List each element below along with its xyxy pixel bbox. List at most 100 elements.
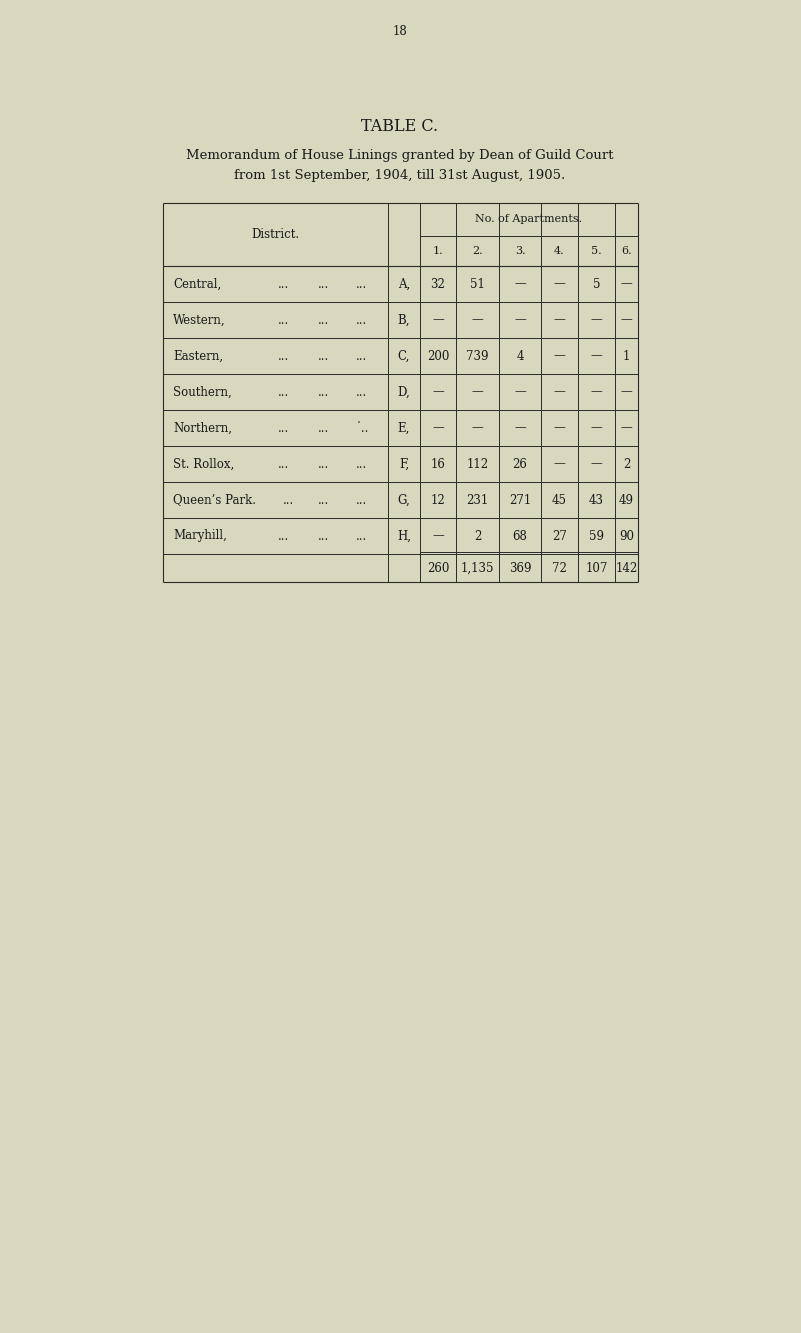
Text: from 1st September, 1904, till 31st August, 1905.: from 1st September, 1904, till 31st Augu…	[235, 169, 566, 183]
Text: —: —	[514, 421, 526, 435]
Text: H,: H,	[397, 529, 411, 543]
Text: ...: ...	[318, 277, 329, 291]
Text: ...: ...	[318, 349, 329, 363]
Text: —: —	[621, 313, 632, 327]
Text: —: —	[621, 277, 632, 291]
Text: —: —	[432, 385, 444, 399]
Text: 5: 5	[593, 277, 600, 291]
Text: —: —	[553, 313, 566, 327]
Text: —: —	[553, 421, 566, 435]
Text: —: —	[514, 277, 526, 291]
Text: 6.: 6.	[622, 247, 632, 256]
Text: 72: 72	[552, 561, 567, 575]
Text: —: —	[514, 385, 526, 399]
Text: 4: 4	[517, 349, 524, 363]
Text: B,: B,	[398, 313, 410, 327]
Text: D,: D,	[397, 385, 410, 399]
Text: ...: ...	[278, 385, 289, 399]
Text: —: —	[590, 385, 602, 399]
Text: —: —	[590, 421, 602, 435]
Text: —: —	[621, 385, 632, 399]
Text: 59: 59	[589, 529, 604, 543]
Text: ...: ...	[356, 457, 367, 471]
Text: —: —	[553, 457, 566, 471]
Text: ...: ...	[318, 421, 329, 435]
Text: F,: F,	[399, 457, 409, 471]
Text: 271: 271	[509, 493, 531, 507]
Text: A,: A,	[398, 277, 410, 291]
Text: —: —	[590, 457, 602, 471]
Text: 16: 16	[431, 457, 445, 471]
Text: ...: ...	[318, 385, 329, 399]
Text: G,: G,	[397, 493, 410, 507]
Text: ...: ...	[278, 457, 289, 471]
Text: —: —	[432, 421, 444, 435]
Text: ...: ...	[283, 493, 294, 507]
Text: —: —	[472, 421, 483, 435]
Text: 739: 739	[466, 349, 489, 363]
Text: Western,: Western,	[173, 313, 226, 327]
Text: Southern,: Southern,	[173, 385, 231, 399]
Text: —: —	[472, 313, 483, 327]
Text: 4.: 4.	[554, 247, 565, 256]
Text: C,: C,	[398, 349, 410, 363]
Text: ...: ...	[278, 421, 289, 435]
Text: TABLE C.: TABLE C.	[361, 119, 439, 135]
Text: 3.: 3.	[515, 247, 525, 256]
Text: 2: 2	[623, 457, 630, 471]
Text: —: —	[590, 313, 602, 327]
Text: 49: 49	[619, 493, 634, 507]
Text: 369: 369	[509, 561, 531, 575]
Text: Queen’s Park.: Queen’s Park.	[173, 493, 256, 507]
Text: ...: ...	[356, 493, 367, 507]
Text: ...: ...	[356, 313, 367, 327]
Text: 260: 260	[427, 561, 449, 575]
Text: ...: ...	[278, 313, 289, 327]
Text: 2: 2	[474, 529, 481, 543]
Text: ...: ...	[318, 313, 329, 327]
Text: 90: 90	[619, 529, 634, 543]
Text: —: —	[553, 349, 566, 363]
Text: ...: ...	[356, 529, 367, 543]
Text: 68: 68	[513, 529, 527, 543]
Text: ...: ...	[278, 349, 289, 363]
Text: 231: 231	[466, 493, 489, 507]
Text: 5.: 5.	[591, 247, 602, 256]
Text: ˙..: ˙..	[356, 421, 369, 435]
Text: —: —	[432, 529, 444, 543]
Text: —: —	[621, 421, 632, 435]
Text: 2.: 2.	[472, 247, 483, 256]
Text: Eastern,: Eastern,	[173, 349, 223, 363]
Text: —: —	[553, 277, 566, 291]
Text: —: —	[590, 349, 602, 363]
Text: Northern,: Northern,	[173, 421, 232, 435]
Text: 12: 12	[431, 493, 445, 507]
Text: 27: 27	[552, 529, 567, 543]
Text: 43: 43	[589, 493, 604, 507]
Text: Central,: Central,	[173, 277, 221, 291]
Text: District.: District.	[252, 228, 300, 241]
Text: ...: ...	[278, 277, 289, 291]
Text: 1: 1	[623, 349, 630, 363]
Text: St. Rollox,: St. Rollox,	[173, 457, 234, 471]
Text: E,: E,	[398, 421, 410, 435]
Text: ...: ...	[318, 493, 329, 507]
Text: No. of Apartments.: No. of Apartments.	[476, 215, 582, 224]
Text: —: —	[472, 385, 483, 399]
Text: 32: 32	[431, 277, 445, 291]
Text: ...: ...	[356, 385, 367, 399]
Text: ...: ...	[318, 529, 329, 543]
Text: ...: ...	[356, 277, 367, 291]
Text: 107: 107	[586, 561, 608, 575]
Text: 1,135: 1,135	[461, 561, 494, 575]
Text: 18: 18	[392, 25, 408, 39]
Text: ...: ...	[278, 529, 289, 543]
Text: Memorandum of House Linings granted by Dean of Guild Court: Memorandum of House Linings granted by D…	[187, 149, 614, 163]
Text: 112: 112	[466, 457, 489, 471]
Text: 142: 142	[615, 561, 638, 575]
Text: 1.: 1.	[433, 247, 443, 256]
Text: —: —	[432, 313, 444, 327]
Text: ...: ...	[318, 457, 329, 471]
Text: 51: 51	[470, 277, 485, 291]
Text: Maryhill,: Maryhill,	[173, 529, 227, 543]
